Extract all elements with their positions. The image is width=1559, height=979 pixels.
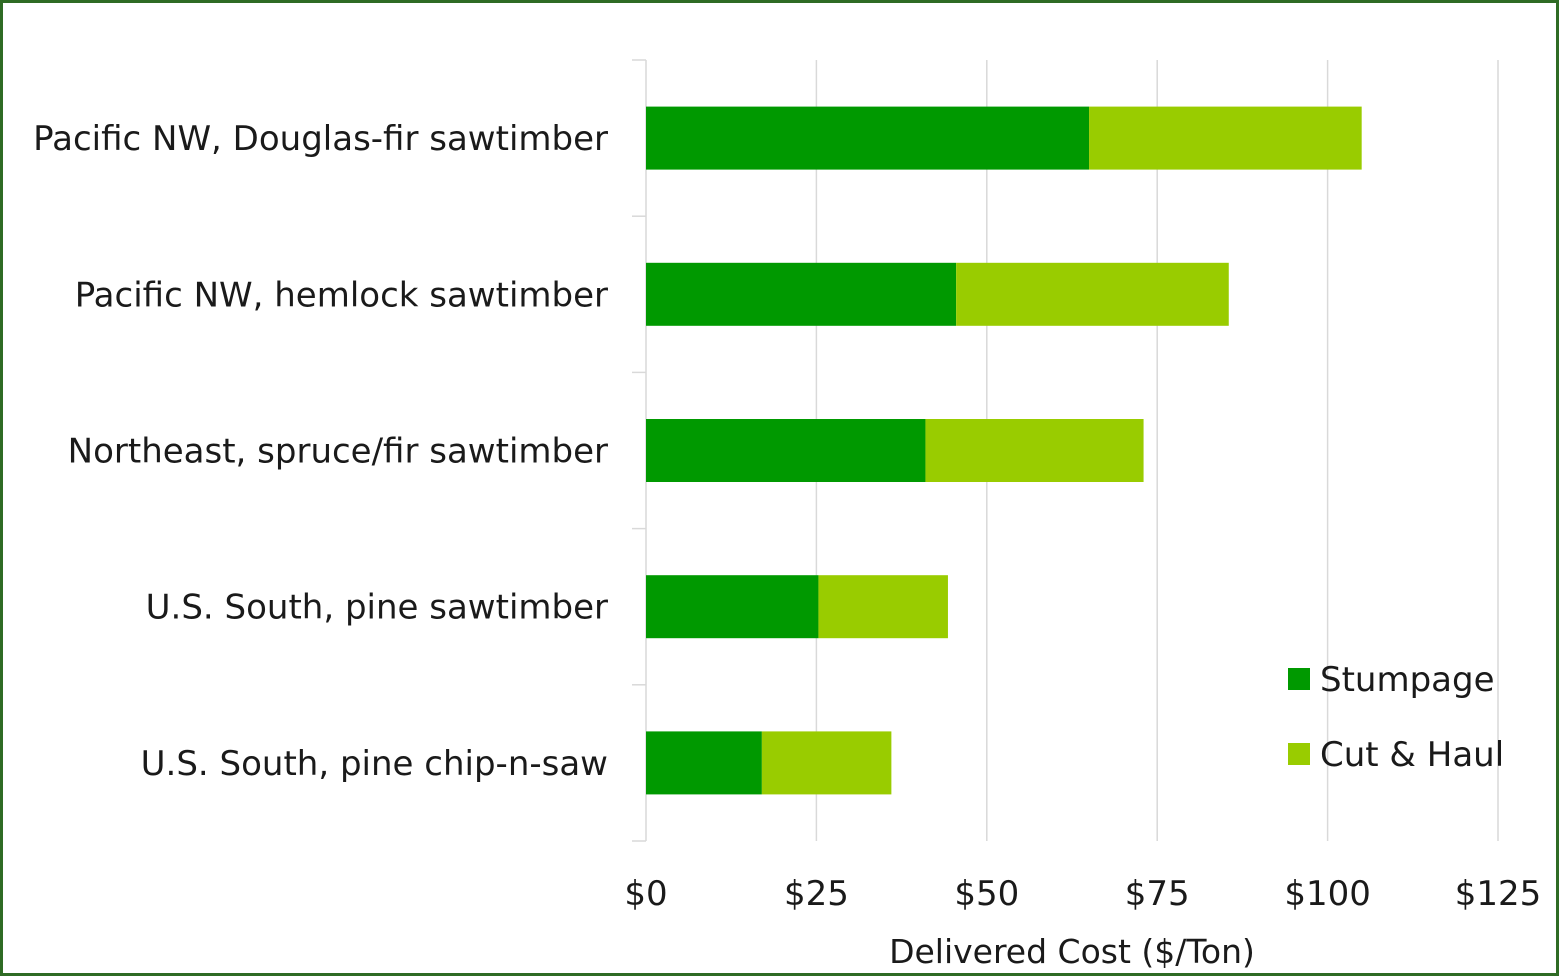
category-label-1: Pacific NW, hemlock sawtimber bbox=[75, 275, 608, 315]
category-label-4: U.S. South, pine chip-n-saw bbox=[141, 744, 608, 784]
x-tick-label-4: $100 bbox=[1284, 874, 1371, 914]
x-tick-labels: $0 $25 $50 $75 $100 $125 bbox=[624, 874, 1541, 914]
bar-cut-haul-4 bbox=[761, 731, 892, 795]
category-label-0: Pacific NW, Douglas-fir sawtimber bbox=[33, 119, 608, 159]
legend: Stumpage Cut & Haul bbox=[1288, 660, 1504, 775]
category-labels: Pacific NW, Douglas-fir sawtimber Pacific… bbox=[33, 119, 608, 784]
category-label-3: U.S. South, pine sawtimber bbox=[146, 588, 608, 628]
stacked-bar-chart: Pacific NW, Douglas-fir sawtimber Pacific… bbox=[33, 59, 1541, 971]
bar-stumpage-1 bbox=[646, 262, 957, 326]
legend-swatch-0 bbox=[1288, 668, 1310, 690]
category-label-2: Northeast, spruce/fir sawtimber bbox=[68, 432, 608, 472]
bar-cut-haul-0 bbox=[1089, 106, 1362, 170]
bar-stumpage-4 bbox=[646, 731, 762, 795]
x-tick-label-2: $50 bbox=[954, 874, 1019, 914]
bar-stumpage-0 bbox=[646, 106, 1090, 170]
category-axis bbox=[632, 59, 647, 842]
bar-stumpage-3 bbox=[646, 575, 819, 639]
legend-label-1: Cut & Haul bbox=[1320, 735, 1504, 775]
bar-cut-haul-1 bbox=[956, 262, 1229, 326]
gridlines bbox=[815, 60, 1499, 841]
x-tick-label-0: $0 bbox=[624, 874, 667, 914]
legend-swatch-1 bbox=[1288, 743, 1310, 765]
x-tick-label-5: $125 bbox=[1455, 874, 1542, 914]
x-tick-label-3: $75 bbox=[1125, 874, 1190, 914]
legend-label-0: Stumpage bbox=[1320, 660, 1495, 700]
bars bbox=[646, 106, 1362, 795]
x-tick-label-1: $25 bbox=[784, 874, 849, 914]
bar-stumpage-2 bbox=[646, 419, 926, 482]
bar-cut-haul-3 bbox=[818, 575, 948, 639]
bar-cut-haul-2 bbox=[925, 419, 1144, 482]
x-axis-title: Delivered Cost ($/Ton) bbox=[889, 932, 1255, 971]
